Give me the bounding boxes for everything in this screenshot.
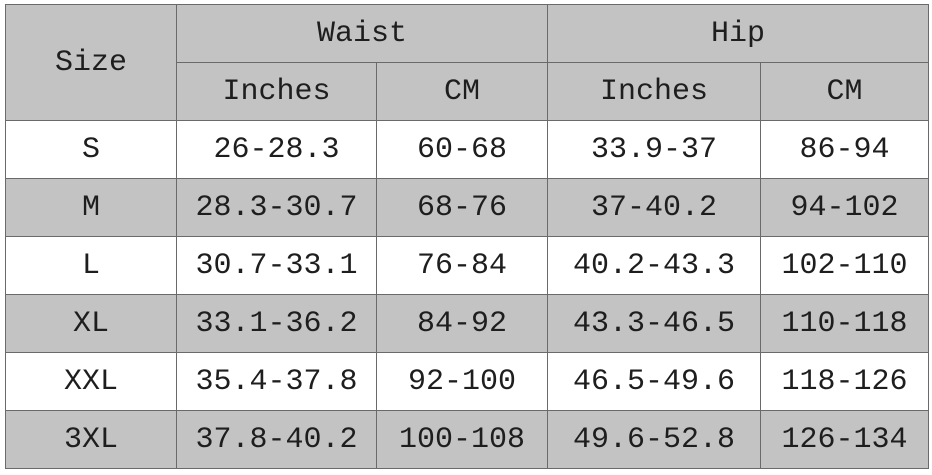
- header-cell: Hip: [547, 4, 930, 63]
- table-row: L 30.7-33.1 76-84 40.2-43.3 102-110: [5, 236, 930, 295]
- size-cell: M: [5, 178, 177, 237]
- measure-cell: 43.3-46.5: [547, 294, 762, 353]
- size-table: Size Waist Hip Inches CM Inches CM S 26-2…: [5, 4, 930, 469]
- size-cell: S: [5, 120, 177, 179]
- measure-cell: 102-110: [760, 236, 930, 295]
- subheader-cell: CM: [375, 62, 549, 121]
- measure-cell: 76-84: [375, 236, 549, 295]
- size-cell: XL: [5, 294, 177, 353]
- measure-cell: 46.5-49.6: [547, 352, 762, 411]
- measure-cell: 110-118: [760, 294, 930, 353]
- size-cell: 3XL: [5, 410, 177, 469]
- header-cell: Waist: [175, 4, 549, 63]
- table-row: S 26-28.3 60-68 33.9-37 86-94: [5, 120, 930, 179]
- measure-cell: 37.8-40.2: [176, 410, 377, 469]
- table-row: XXL 35.4-37.8 92-100 46.5-49.6 118-126: [5, 352, 930, 411]
- measure-cell: 94-102: [760, 178, 930, 237]
- measure-cell: 86-94: [760, 120, 930, 179]
- size-cell: L: [5, 236, 177, 295]
- measure-cell: 126-134: [760, 410, 930, 469]
- table-header: Size Waist Hip Inches CM Inches CM: [5, 4, 930, 121]
- measure-cell: 30.7-33.1: [176, 236, 377, 295]
- measure-cell: 40.2-43.3: [547, 236, 762, 295]
- measure-cell: 37-40.2: [547, 178, 762, 237]
- measure-cell: 26-28.3: [176, 120, 377, 179]
- measure-cell: 60-68: [375, 120, 549, 179]
- measure-cell: 49.6-52.8: [547, 410, 762, 469]
- measure-cell: 68-76: [375, 178, 549, 237]
- table-row: XL 33.1-36.2 84-92 43.3-46.5 110-118: [5, 294, 930, 353]
- measure-cell: 84-92: [375, 294, 549, 353]
- measure-cell: 100-108: [375, 410, 549, 469]
- subheader-cell: Inches: [547, 62, 762, 121]
- header-cell: Size: [5, 4, 177, 121]
- size-cell: XXL: [5, 352, 177, 411]
- subheader-cell: Inches: [176, 62, 377, 121]
- measure-cell: 33.9-37: [547, 120, 762, 179]
- table-row: 3XL 37.8-40.2 100-108 49.6-52.8 126-134: [5, 410, 930, 469]
- measure-cell: 35.4-37.8: [176, 352, 377, 411]
- measure-cell: 118-126: [760, 352, 930, 411]
- table-row: M 28.3-30.7 68-76 37-40.2 94-102: [5, 178, 930, 237]
- measure-cell: 92-100: [375, 352, 549, 411]
- measure-cell: 33.1-36.2: [176, 294, 377, 353]
- measure-cell: 28.3-30.7: [176, 178, 377, 237]
- table-body: S 26-28.3 60-68 33.9-37 86-94 M 28.3-30.7 68-76…: [5, 120, 930, 469]
- subheader-cell: CM: [760, 62, 930, 121]
